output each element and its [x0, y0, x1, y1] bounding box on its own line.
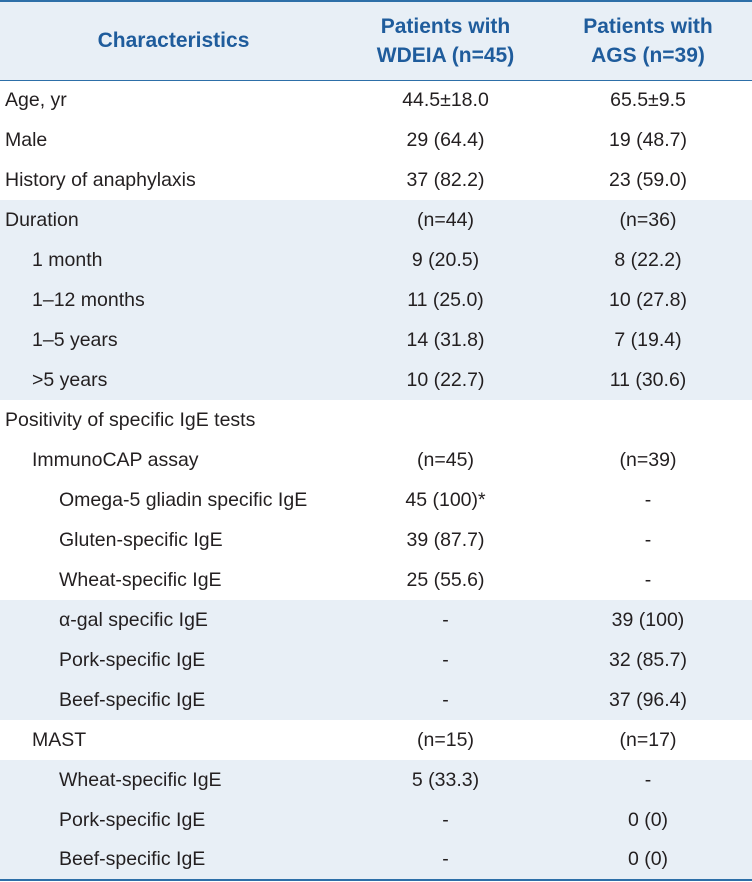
table-row: History of anaphylaxis 37 (82.2) 23 (59.… [0, 160, 752, 200]
row-label: MAST [32, 728, 87, 751]
row-wdeia-value: 45 (100)* [405, 488, 486, 511]
row-wdeia-value: 10 (22.7) [406, 368, 485, 391]
row-ags-value: 8 (22.2) [614, 248, 682, 271]
row-label: Omega-5 gliadin specific IgE [59, 488, 308, 511]
row-ags-value: 37 (96.4) [608, 688, 688, 711]
header-wdeia-line1: Patients with [380, 14, 511, 38]
row-wdeia-value: (n=15) [417, 728, 474, 751]
row-wdeia-value: - [442, 648, 449, 671]
row-ags-value: 0 (0) [627, 848, 669, 870]
row-label: Wheat-specific IgE [59, 568, 222, 591]
row-wdeia-value: - [442, 808, 449, 831]
row-wdeia-value: (n=44) [417, 208, 474, 231]
header-row: Characteristics Patients with WDEIA (n=4… [0, 1, 752, 80]
table-row: Pork-specific IgE - 32 (85.7) [0, 640, 752, 680]
row-wdeia-value: - [442, 608, 449, 631]
row-label: Male [5, 128, 48, 151]
table-row: Wheat-specific IgE 5 (33.3) - [0, 760, 752, 800]
table-row: Duration (n=44) (n=36) [0, 200, 752, 240]
row-label: Gluten-specific IgE [59, 528, 223, 551]
row-wdeia-value: (n=45) [417, 448, 474, 471]
row-label: 1 month [32, 248, 103, 271]
row-wdeia-value: 11 (25.0) [407, 288, 484, 311]
table-header: Characteristics Patients with WDEIA (n=4… [0, 1, 752, 80]
header-wdeia-line2: WDEIA (n=45) [376, 43, 515, 67]
row-label: α-gal specific IgE [59, 608, 208, 631]
row-ags-value: 39 (100) [611, 608, 685, 631]
row-label: Wheat-specific IgE [59, 768, 222, 791]
row-ags-value: (n=39) [619, 448, 677, 471]
table-row: ImmunoCAP assay (n=45) (n=39) [0, 440, 752, 480]
row-label: History of anaphylaxis [5, 168, 196, 191]
row-ags-value: - [644, 528, 652, 551]
table-row: Positivity of specific IgE tests [0, 400, 752, 440]
table-row: Pork-specific IgE - 0 (0) [0, 800, 752, 840]
row-wdeia-value: 5 (33.3) [411, 768, 480, 791]
row-ags-value: (n=17) [619, 728, 677, 751]
row-wdeia-value: 29 (64.4) [406, 128, 485, 151]
row-wdeia-value: 39 (87.7) [406, 528, 485, 551]
header-ags-line2: AGS (n=39) [591, 43, 705, 67]
table-row: Beef-specific IgE - 0 (0) [0, 840, 752, 880]
row-label: Pork-specific IgE [59, 648, 206, 671]
row-label: ImmunoCAP assay [32, 448, 199, 471]
row-ags-value: 65.5±9.5 [610, 88, 686, 111]
table-row: >5 years 10 (22.7) 11 (30.6) [0, 360, 752, 400]
row-label: Age, yr [5, 88, 67, 111]
table-row: Gluten-specific IgE 39 (87.7) - [0, 520, 752, 560]
header-wdeia: Patients with WDEIA (n=45) [347, 1, 544, 80]
table-row: Beef-specific IgE - 37 (96.4) [0, 680, 752, 720]
table-row: MAST (n=15) (n=17) [0, 720, 752, 760]
row-wdeia-value: - [442, 688, 449, 711]
table-row: α-gal specific IgE - 39 (100) [0, 600, 752, 640]
row-label: Positivity of specific IgE tests [5, 408, 256, 431]
table-body: Age, yr 44.5±18.0 65.5±9.5 Male 29 (64.4… [0, 80, 752, 880]
header-characteristics: Characteristics [97, 29, 250, 53]
row-ags-value: - [644, 568, 652, 591]
table-row: Age, yr 44.5±18.0 65.5±9.5 [0, 80, 752, 120]
table-row: Omega-5 gliadin specific IgE 45 (100)* - [0, 480, 752, 520]
row-wdeia-value [347, 400, 544, 440]
row-ags-value: 32 (85.7) [608, 648, 688, 671]
row-label: Beef-specific IgE [59, 848, 206, 870]
row-ags-value [544, 400, 752, 440]
row-label: 1–5 years [32, 328, 118, 351]
row-wdeia-value: - [442, 848, 449, 870]
table-row: 1 month 9 (20.5) 8 (22.2) [0, 240, 752, 280]
table-row: 1–5 years 14 (31.8) 7 (19.4) [0, 320, 752, 360]
table-row: Male 29 (64.4) 19 (48.7) [0, 120, 752, 160]
row-label: Duration [5, 208, 79, 231]
row-wdeia-value: 37 (82.2) [406, 168, 485, 191]
row-ags-value: 7 (19.4) [614, 328, 682, 351]
row-ags-value: 10 (27.8) [608, 288, 688, 311]
row-label: Pork-specific IgE [59, 808, 206, 831]
row-ags-value: - [644, 488, 652, 511]
row-label: Beef-specific IgE [59, 688, 206, 711]
table-row: 1–12 months 11 (25.0) 10 (27.8) [0, 280, 752, 320]
row-ags-value: 19 (48.7) [608, 128, 688, 151]
row-wdeia-value: 25 (55.6) [406, 568, 485, 591]
row-wdeia-value: 14 (31.8) [406, 328, 485, 351]
header-ags: Patients with AGS (n=39) [544, 1, 752, 80]
row-ags-value: - [644, 768, 652, 791]
row-ags-value: 0 (0) [627, 808, 669, 831]
row-ags-value: 11 (30.6) [609, 368, 687, 391]
row-ags-value: 23 (59.0) [608, 168, 688, 191]
table-row: Wheat-specific IgE 25 (55.6) - [0, 560, 752, 600]
row-wdeia-value: 9 (20.5) [411, 248, 480, 271]
row-wdeia-value: 44.5±18.0 [402, 88, 489, 111]
header-ags-line1: Patients with [583, 14, 713, 38]
row-label: 1–12 months [32, 288, 145, 311]
row-label: >5 years [32, 368, 108, 391]
row-ags-value: (n=36) [619, 208, 677, 231]
